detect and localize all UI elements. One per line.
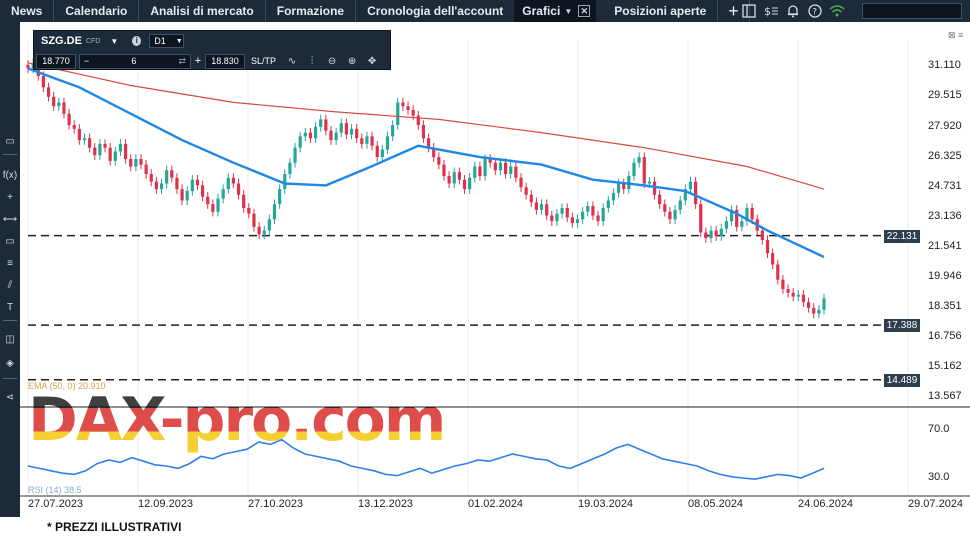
crosshair-icon[interactable]: +	[7, 191, 13, 203]
account-selector[interactable]	[862, 3, 962, 19]
symbol-name[interactable]: SZG.DE	[41, 35, 82, 47]
chevron-down-icon[interactable]: ▼	[110, 36, 119, 46]
indicator-fx-icon[interactable]: f(x)	[2, 169, 18, 181]
drawing-toolbar: ▭ f(x) + ⟷ ▭ ≡ ⫽ T ◫ ◈ ⋖	[0, 22, 20, 517]
text-tool-icon[interactable]: T	[6, 301, 14, 313]
rsi-legend: RSI (14) 38.5	[28, 485, 82, 495]
chart-type-icon[interactable]: ▭	[5, 135, 15, 147]
nav-divider	[53, 0, 55, 22]
watermark: DAX-pro.com	[28, 385, 446, 455]
trendline-icon[interactable]: ⟷	[2, 213, 18, 225]
level-price-tag[interactable]: 14.489	[884, 373, 920, 387]
tab-cronologia-account[interactable]: Cronologia dell'account	[367, 4, 504, 18]
date-tick-label: 19.03.2024	[578, 498, 634, 510]
layout-panel-icon[interactable]	[738, 0, 760, 22]
symbol-row: SZG.DE CFD ▼ i D1 ▼	[34, 31, 184, 51]
lock-icon[interactable]: ⇄	[178, 55, 186, 66]
toolbar-divider	[3, 320, 17, 321]
dollar-settings-icon[interactable]: $	[760, 0, 782, 22]
chevron-down-icon: ▼	[175, 37, 183, 45]
chevron-down-icon[interactable]: ▼	[564, 6, 573, 16]
svg-text:$: $	[764, 5, 771, 18]
level-price-tag[interactable]: 22.131	[884, 229, 920, 243]
tab-news[interactable]: News	[11, 4, 43, 18]
close-tab-icon[interactable]: ✕	[578, 5, 591, 17]
price-tick-label: 31.110	[928, 59, 961, 72]
nav-divider	[264, 0, 266, 22]
date-tick-label: 01.02.2024	[468, 498, 524, 510]
quantity-value[interactable]: 6	[131, 56, 137, 66]
tab-formazione[interactable]: Formazione	[276, 4, 345, 18]
sltp-button[interactable]: SL/TP	[251, 56, 277, 66]
minus-icon[interactable]: −	[84, 56, 90, 66]
rectangle-icon[interactable]: ▭	[5, 235, 15, 247]
plus-icon[interactable]: +	[194, 55, 202, 67]
zoom-out-icon[interactable]: ⊖	[327, 55, 337, 67]
move-icon[interactable]: ✥	[367, 55, 377, 67]
nav-divider	[355, 0, 357, 22]
top-navigation: News Calendario Analisi di mercato Forma…	[0, 0, 970, 22]
order-row: 18.770 − 6 ⇄ + 18.830 SL/TP ∿ ⫶ ⊖ ⊕ ✥	[34, 52, 392, 70]
share-icon[interactable]: ⋖	[5, 391, 15, 403]
toolbar-divider	[3, 154, 17, 155]
help-icon[interactable]: ?	[804, 0, 826, 22]
layers-icon[interactable]: ◈	[6, 357, 14, 369]
price-tick-label: 26.325	[928, 149, 962, 162]
symbol-toolbar: SZG.DE CFD ▼ i D1 ▼ 18.770 − 6 ⇄ + 18.830…	[33, 30, 391, 70]
tab-grafici[interactable]: Grafici ▼ ✕	[514, 0, 597, 22]
candles-icon[interactable]: ⫶	[310, 55, 314, 67]
price-tick-label: 16.756	[928, 329, 962, 342]
price-tick-label: 24.731	[928, 179, 962, 192]
price-tick-label: 19.946	[928, 269, 962, 282]
window-controls-icon[interactable]: ⊠ ≡	[948, 30, 964, 40]
nav-divider	[138, 0, 140, 22]
wifi-icon	[826, 0, 848, 22]
rsi-tick-label: 30.0	[928, 471, 950, 483]
svg-text:?: ?	[812, 8, 817, 18]
pitchfork-icon[interactable]: ⫽	[7, 279, 13, 291]
toolbar-divider	[3, 378, 17, 379]
tab-posizioni-aperte[interactable]: Posizioni aperte	[614, 4, 707, 18]
buy-price-button[interactable]: 18.830	[205, 53, 245, 69]
price-tick-label: 13.567	[928, 390, 962, 403]
footnote: * PREZZI ILLUSTRATIVI	[47, 520, 182, 534]
tab-calendario[interactable]: Calendario	[65, 4, 128, 18]
price-tick-label: 29.515	[928, 89, 962, 102]
quantity-stepper[interactable]: − 6 ⇄	[79, 53, 191, 69]
zoom-in-icon[interactable]: ⊕	[347, 55, 357, 67]
date-tick-label: 13.12.2023	[358, 498, 414, 510]
rsi-tick-label: 70.0	[928, 423, 950, 435]
level-price-tag[interactable]: 17.388	[884, 319, 920, 333]
fibonacci-icon[interactable]: ≡	[7, 257, 13, 269]
info-icon[interactable]: i	[132, 36, 142, 46]
sell-price-button[interactable]: 18.770	[36, 53, 76, 69]
magnet-icon[interactable]: ◫	[5, 333, 15, 345]
date-tick-label: 27.10.2023	[248, 498, 304, 510]
price-tick-label: 23.136	[928, 209, 962, 222]
tab-grafici-label: Grafici	[522, 4, 561, 18]
price-tick-label: 21.541	[928, 239, 962, 252]
top-right-controls: $ ?	[738, 0, 970, 22]
date-tick-label: 29.07.2024	[908, 498, 964, 510]
timeframe-value: D1	[154, 36, 166, 46]
date-tick-label: 12.09.2023	[138, 498, 194, 510]
instrument-type: CFD	[85, 37, 101, 45]
ema-legend: EMA (50, 0) 20.910	[28, 381, 106, 391]
bottom-bar	[0, 517, 970, 539]
add-tab-button[interactable]: +	[717, 0, 750, 22]
price-tick-label: 15.162	[928, 360, 962, 373]
timeframe-select[interactable]: D1 ▼	[149, 34, 184, 48]
bell-icon[interactable]	[782, 0, 804, 22]
date-tick-label: 27.07.2023	[28, 498, 84, 510]
date-tick-label: 24.06.2024	[798, 498, 854, 510]
price-tick-label: 27.920	[928, 119, 962, 132]
tab-analisi-di-mercato[interactable]: Analisi di mercato	[150, 4, 254, 18]
price-tick-label: 18.351	[928, 299, 962, 312]
date-tick-label: 08.05.2024	[688, 498, 744, 510]
line-chart-icon[interactable]: ∿	[287, 55, 297, 67]
